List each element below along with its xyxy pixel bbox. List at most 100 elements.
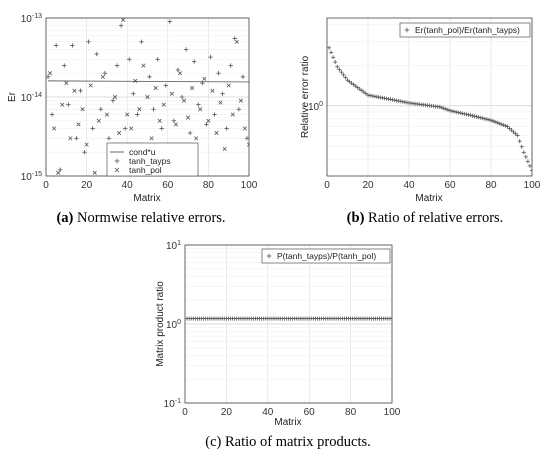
marks-b bbox=[327, 45, 532, 173]
point-ratio-b-73 bbox=[474, 114, 479, 119]
point-tanh-tayps-10 bbox=[86, 39, 91, 44]
point-ratio-b-18 bbox=[361, 90, 366, 95]
point-tanh-pol-11 bbox=[92, 170, 97, 175]
panel-b: 0 20 40 60 80 100 100 Matrix Relative error ra… bbox=[300, 17, 541, 226]
point-tanh-pol-2 bbox=[56, 170, 61, 175]
point-tanh-tayps-30 bbox=[167, 19, 173, 24]
xtick-c-0: 0 bbox=[182, 407, 188, 418]
marks-a bbox=[46, 18, 249, 175]
legend-c: P(tanh_tayps)/P(tanh_pol) bbox=[261, 248, 391, 264]
point-tanh-pol-47 bbox=[238, 98, 243, 103]
point-ratio-b-98 bbox=[525, 159, 530, 164]
point-tanh-pol-48 bbox=[242, 126, 248, 131]
caption-a: (a) Normwise relative errors. bbox=[56, 210, 225, 226]
legend-box-c bbox=[261, 248, 391, 264]
point-tanh-pol-20 bbox=[129, 126, 134, 131]
point-ratio-b-85 bbox=[499, 122, 504, 127]
point-tanh-tayps-49 bbox=[244, 136, 249, 141]
point-ratio-b-95 bbox=[519, 144, 524, 149]
point-tanh-pol-30 bbox=[169, 91, 174, 96]
legend-swatch-ratio-b bbox=[404, 27, 410, 33]
point-ratio-b-90 bbox=[509, 128, 514, 133]
point-ratio-b-79 bbox=[486, 117, 491, 122]
point-ratio-b-5 bbox=[335, 64, 340, 69]
point-ratio-b-86 bbox=[501, 122, 506, 127]
point-tanh-tayps-5 bbox=[66, 102, 71, 107]
legend-label-tanh-pol: tanh_pol bbox=[129, 165, 162, 175]
legend-box-a bbox=[106, 142, 199, 177]
point-ratio-b-7 bbox=[339, 70, 344, 75]
point-tanh-tayps-37 bbox=[196, 102, 201, 107]
point-ratio-b-69 bbox=[466, 112, 471, 117]
legend-marker-plus-a bbox=[114, 158, 120, 164]
point-tanh-pol-43 bbox=[222, 146, 227, 152]
legend-label-ratio-c: P(tanh_tayps)/P(tanh_pol) bbox=[277, 251, 376, 261]
point-ratio-b-63 bbox=[454, 110, 459, 115]
caption-b-text: Ratio of relative errors. bbox=[364, 210, 503, 226]
xtick-c-3: 60 bbox=[304, 407, 316, 418]
xtick-a-2: 40 bbox=[122, 180, 134, 191]
point-tanh-tayps-18 bbox=[118, 23, 124, 28]
point-tanh-pol-39 bbox=[206, 118, 211, 123]
point-tanh-tayps-47 bbox=[236, 107, 242, 112]
point-tanh-pol-34 bbox=[186, 115, 191, 120]
point-tanh-pol-17 bbox=[116, 130, 122, 136]
ytick-a-2: 10-13 bbox=[21, 13, 42, 25]
point-ratio-b-80 bbox=[489, 118, 493, 123]
point-ratio-b-97 bbox=[523, 154, 528, 159]
point-ratio-b-8 bbox=[341, 72, 346, 77]
point-ratio-b-94 bbox=[517, 139, 522, 144]
point-ratio-b-84 bbox=[497, 121, 502, 126]
xtick-c-2: 40 bbox=[262, 407, 274, 418]
point-tanh-pol-10 bbox=[88, 83, 93, 88]
point-ratio-b-78 bbox=[484, 117, 489, 122]
point-tanh-tayps-4 bbox=[62, 63, 67, 68]
panel-a: 0 20 40 60 80 100 10-15 10-14 10-13 Matrix Er co… bbox=[7, 13, 258, 226]
point-tanh-tayps-16 bbox=[110, 98, 116, 103]
point-tanh-tayps-15 bbox=[106, 136, 112, 141]
legend-label-ratio-b: Er(tanh_pol)/Er(tanh_tayps) bbox=[415, 25, 520, 35]
point-ratio-b-77 bbox=[482, 116, 487, 121]
ylabel-c: Matrix product ratio bbox=[155, 281, 166, 367]
point-ratio-b-93 bbox=[515, 133, 520, 138]
point-tanh-pol-4 bbox=[64, 81, 69, 86]
point-tanh-pol-27 bbox=[157, 118, 162, 123]
point-tanh-tayps-9 bbox=[82, 150, 87, 155]
point-tanh-pol-26 bbox=[153, 85, 158, 91]
point-tanh-pol-9 bbox=[84, 142, 89, 147]
point-ratio-b-15 bbox=[355, 85, 360, 90]
point-ratio-b-99 bbox=[527, 163, 532, 168]
point-tanh-tayps-34 bbox=[183, 47, 189, 52]
legend-label-tanh-tayps: tanh_tayps bbox=[129, 156, 171, 166]
point-tanh-tayps-31 bbox=[171, 118, 177, 123]
point-tanh-tayps-33 bbox=[179, 94, 185, 100]
point-tanh-pol-38 bbox=[202, 76, 207, 81]
point-tanh-pol-3 bbox=[60, 102, 65, 107]
point-ratio-b-59 bbox=[445, 107, 450, 112]
frame-c bbox=[184, 244, 393, 404]
point-tanh-tayps-27 bbox=[155, 57, 160, 62]
plot-area-b bbox=[327, 18, 532, 176]
point-ratio-c-100 bbox=[390, 316, 392, 321]
point-ratio-b-14 bbox=[353, 84, 358, 89]
ylabel-a: Er bbox=[7, 91, 18, 102]
caption-c-text: (c) Ratio of matrix products. bbox=[205, 434, 371, 450]
panel-c: 0 20 40 60 80 100 10-1 100 101 Matrix Matrix pro… bbox=[155, 240, 401, 450]
point-tanh-tayps-36 bbox=[191, 59, 197, 64]
point-ratio-b-1 bbox=[327, 45, 332, 50]
ylabel-b: Relative error ratio bbox=[300, 55, 311, 138]
point-tanh-pol-12 bbox=[96, 118, 101, 123]
point-ratio-b-13 bbox=[351, 82, 356, 87]
point-ratio-b-55 bbox=[437, 104, 442, 109]
xtick-a-3: 60 bbox=[162, 180, 174, 191]
point-ratio-b-100 bbox=[530, 168, 532, 173]
legend-box-b bbox=[399, 22, 531, 38]
point-ratio-b-57 bbox=[441, 106, 446, 111]
point-tanh-tayps-25 bbox=[147, 74, 152, 80]
ytick-c-1: 100 bbox=[166, 319, 181, 331]
point-tanh-pol-1 bbox=[52, 126, 57, 131]
point-ratio-b-74 bbox=[476, 115, 481, 120]
point-ratio-b-11 bbox=[347, 79, 352, 84]
xtick-c-5: 100 bbox=[384, 407, 401, 418]
